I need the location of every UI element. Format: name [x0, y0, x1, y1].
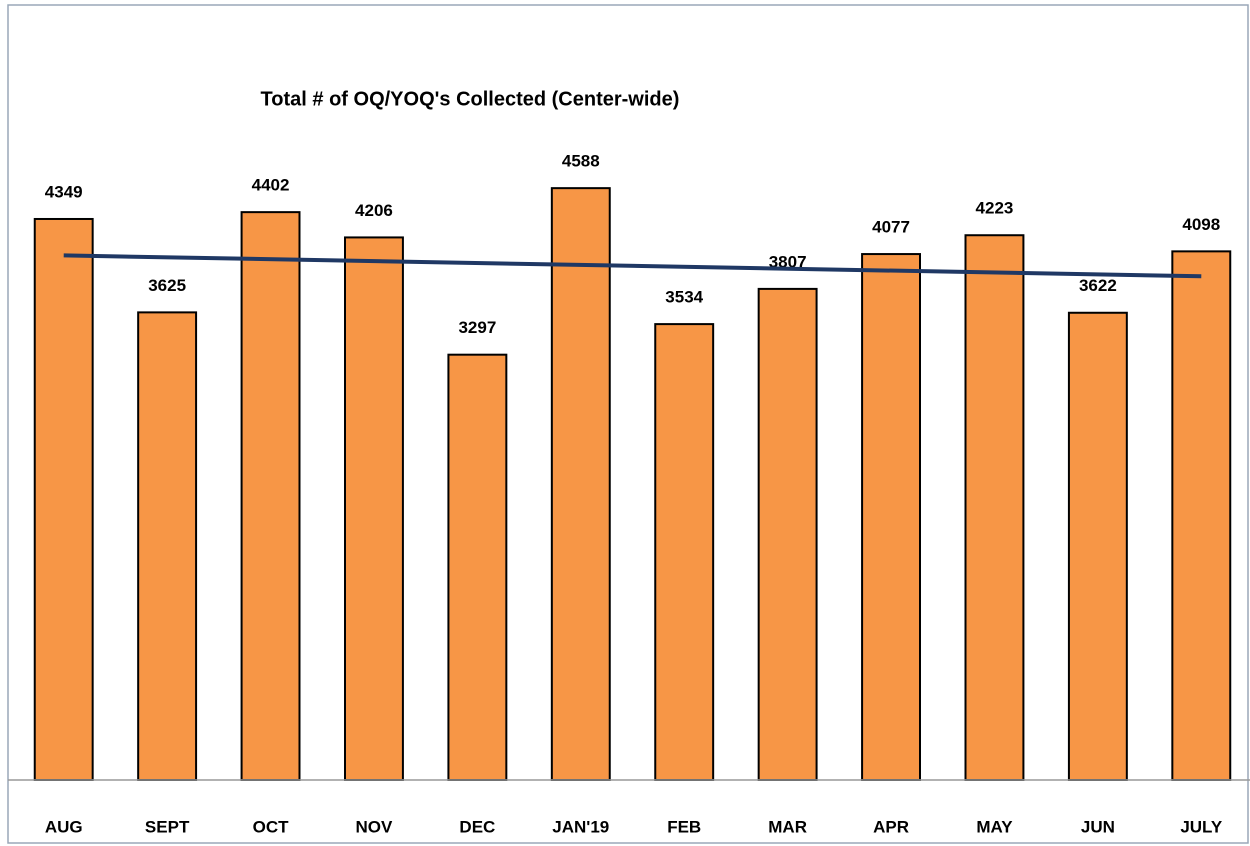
bar [964, 234, 1025, 782]
chart-title: Total # of OQ/YOQ's Collected (Center-wi… [261, 88, 680, 110]
bar [447, 353, 508, 781]
x-tick-label: MAY [976, 817, 1013, 836]
x-tick-label: NOV [356, 817, 394, 836]
data-label: 4402 [252, 176, 290, 195]
trendline [63, 253, 1202, 279]
data-label: 3625 [148, 276, 186, 295]
bar [33, 217, 94, 781]
bar [344, 236, 404, 781]
bar [654, 323, 715, 781]
data-label: 4223 [976, 199, 1014, 218]
data-label: 4588 [562, 152, 600, 171]
bar [1067, 311, 1128, 781]
data-label: 3297 [458, 318, 496, 337]
data-label: 3534 [665, 288, 703, 307]
x-tick-label: SEPT [145, 817, 190, 836]
bar [757, 287, 818, 781]
x-tick-label: JAN'19 [552, 817, 609, 836]
data-label: 4098 [1182, 215, 1220, 234]
bar [550, 187, 611, 781]
x-tick-label: AUG [45, 817, 83, 836]
bar [240, 211, 301, 781]
chart-frame [7, 4, 1249, 844]
x-tick-label: MAR [768, 817, 807, 836]
data-label: 4206 [355, 201, 393, 220]
x-tick-label: JULY [1180, 817, 1223, 836]
x-tick-label: JUN [1081, 817, 1115, 836]
x-tick-label: DEC [459, 817, 495, 836]
x-tick-label: FEB [667, 817, 701, 836]
bar [137, 311, 198, 781]
bar [861, 253, 921, 781]
data-label: 3622 [1079, 276, 1117, 295]
x-tick-label: OCT [253, 817, 290, 836]
data-label: 4077 [872, 218, 910, 237]
bar [1171, 250, 1232, 782]
x-tick-label: APR [873, 817, 909, 836]
data-label: 4349 [45, 182, 83, 201]
